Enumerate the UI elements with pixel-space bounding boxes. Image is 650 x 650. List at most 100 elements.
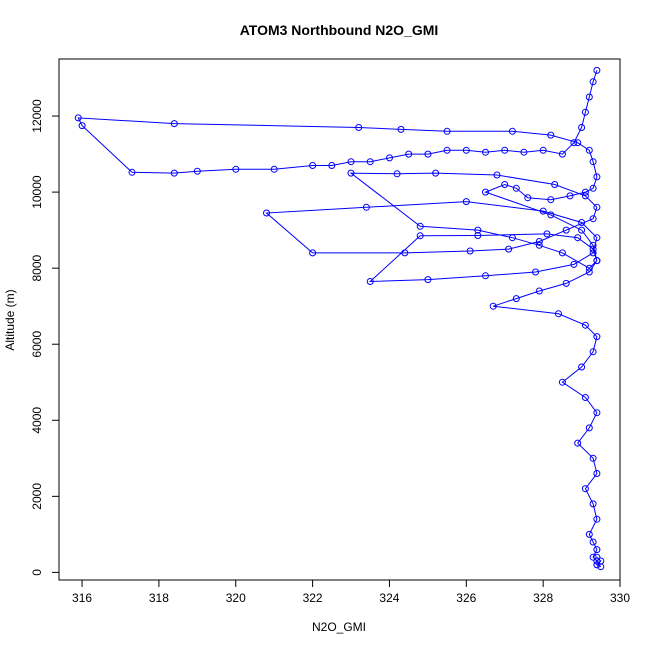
data-point — [508, 127, 516, 135]
data-point — [578, 219, 586, 226]
data-point — [589, 538, 597, 546]
data-point — [520, 148, 528, 156]
data-point — [193, 167, 201, 175]
data-point — [232, 165, 240, 173]
data-point — [585, 268, 593, 276]
data-point — [462, 198, 470, 206]
x-tick-label: 320 — [226, 591, 246, 605]
data-point — [593, 409, 601, 417]
data-point — [501, 146, 509, 154]
x-tick-label: 316 — [72, 591, 92, 605]
data-point — [581, 394, 589, 401]
data-point — [555, 310, 562, 318]
data-point — [270, 165, 278, 173]
data-point — [539, 207, 547, 215]
data-point — [593, 66, 601, 74]
data-point — [589, 215, 597, 223]
x-tick-label: 318 — [149, 591, 169, 605]
data-point — [309, 249, 317, 257]
data-point — [581, 108, 589, 116]
data-point — [462, 146, 470, 154]
x-tick-label: 330 — [610, 591, 630, 605]
data-point — [593, 546, 601, 554]
data-point — [482, 148, 489, 156]
data-point — [593, 173, 601, 181]
data-point — [512, 295, 520, 303]
y-tick-label: 6000 — [30, 331, 44, 358]
data-point — [593, 515, 601, 523]
data-point — [386, 154, 393, 162]
data-point — [393, 170, 401, 178]
data-point — [593, 561, 601, 569]
data-point — [474, 232, 482, 239]
data-point — [585, 93, 593, 101]
data-point — [551, 181, 559, 188]
data-point — [570, 139, 578, 147]
data-point — [581, 188, 589, 196]
data-point — [170, 120, 178, 128]
data-point — [585, 424, 593, 432]
y-axis: 0 2000 4000 6000 8000 10000 12000 — [30, 99, 59, 576]
y-tick-label: 2000 — [30, 483, 44, 510]
data-point — [524, 194, 532, 202]
y-tick-label: 12000 — [30, 99, 44, 133]
data-point — [589, 245, 597, 253]
x-axis-label: N2O_GMI — [312, 620, 366, 634]
data-point — [535, 241, 543, 249]
data-point — [566, 192, 574, 200]
y-tick-label: 10000 — [30, 175, 44, 209]
data-point — [585, 146, 593, 154]
data-point — [347, 169, 355, 177]
data-point — [535, 238, 543, 245]
data-point — [593, 333, 601, 341]
series-layer — [74, 66, 605, 571]
chart-title: ATOM3 Northbound N2O_GMI — [240, 22, 439, 38]
data-point — [366, 278, 374, 285]
data-point — [424, 150, 432, 158]
data-point — [574, 439, 582, 447]
data-point — [589, 184, 597, 192]
y-axis-label: Altitude (m) — [3, 289, 17, 350]
data-point — [589, 78, 597, 86]
data-point — [512, 184, 520, 192]
data-point — [597, 557, 605, 565]
data-point — [355, 124, 363, 131]
data-point — [558, 150, 566, 158]
data-point — [424, 276, 432, 284]
data-point — [489, 302, 497, 310]
data-point — [416, 222, 424, 230]
x-tick-label: 326 — [456, 591, 476, 605]
data-point — [562, 279, 570, 287]
data-point — [170, 169, 178, 177]
data-point — [589, 241, 597, 249]
data-point — [593, 557, 601, 565]
data-point — [328, 162, 336, 169]
data-point — [416, 232, 424, 240]
data-point — [263, 209, 270, 217]
data-point — [405, 150, 413, 158]
x-axis: 316 318 320 322 324 326 328 330 — [72, 580, 630, 605]
data-point — [589, 553, 597, 561]
y-tick-label: 8000 — [30, 254, 44, 281]
data-point — [558, 378, 566, 386]
data-point — [593, 203, 601, 211]
data-point — [593, 553, 601, 561]
data-point — [547, 211, 555, 219]
x-tick-label: 322 — [303, 591, 323, 605]
data-point — [466, 247, 474, 255]
data-point — [539, 146, 547, 154]
data-point — [366, 158, 374, 166]
data-point — [508, 234, 516, 242]
data-point — [581, 321, 589, 329]
data-point — [547, 196, 555, 204]
data-point — [309, 162, 317, 169]
plot-frame — [58, 58, 621, 581]
data-point — [589, 454, 597, 462]
data-point — [562, 226, 570, 234]
x-tick-label: 328 — [533, 591, 553, 605]
data-point — [362, 203, 370, 211]
data-point — [432, 169, 440, 177]
data-point — [570, 260, 578, 268]
data-point — [397, 125, 405, 133]
